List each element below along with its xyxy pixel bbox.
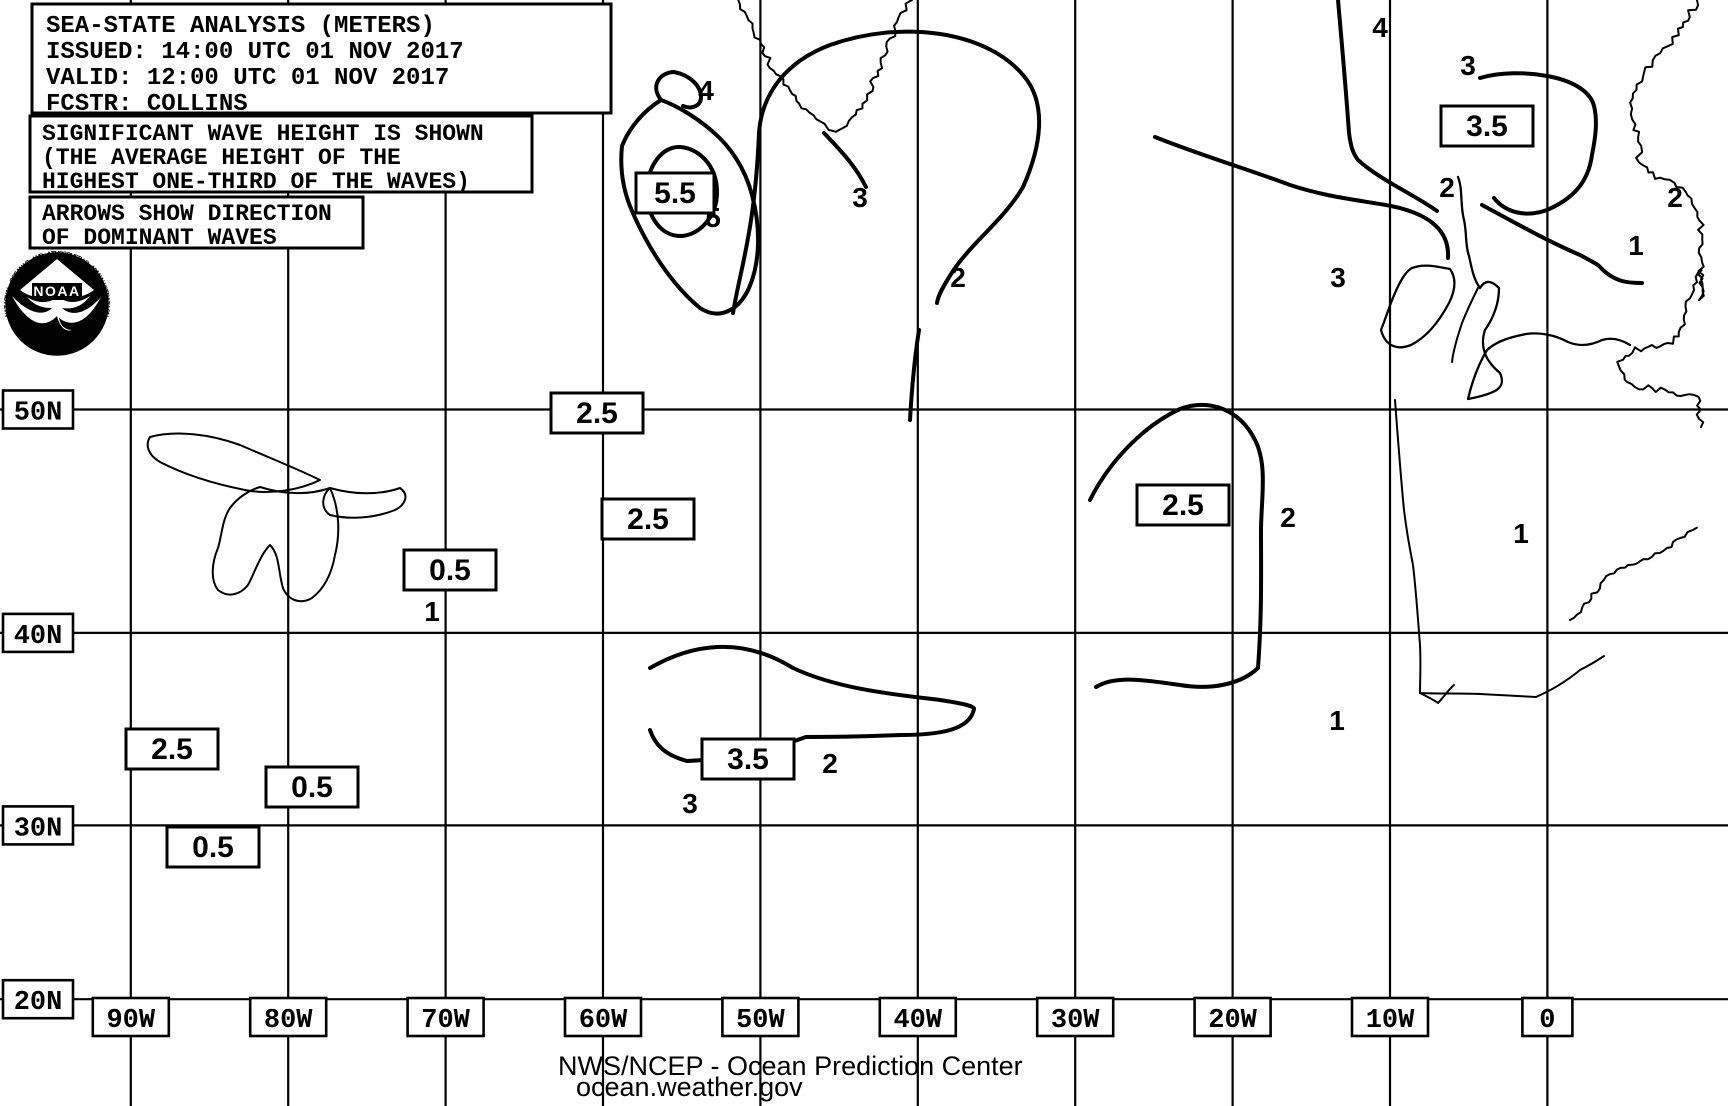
- svg-text:1: 1: [1329, 705, 1345, 736]
- svg-text:20W: 20W: [1208, 1006, 1257, 1036]
- svg-text:VALID: 12:00 UTC 01 NOV 2017: VALID: 12:00 UTC 01 NOV 2017: [46, 65, 449, 92]
- svg-text:T: T: [103, 301, 110, 305]
- svg-text:2: 2: [1667, 182, 1683, 213]
- svg-text:10W: 10W: [1366, 1006, 1415, 1036]
- svg-text:0.5: 0.5: [429, 554, 471, 587]
- svg-text:OF DOMINANT WAVES: OF DOMINANT WAVES: [42, 225, 277, 251]
- svg-text:HIGHEST ONE-THIRD OF THE WAVES: HIGHEST ONE-THIRD OF THE WAVES): [42, 169, 470, 195]
- svg-text:3: 3: [682, 788, 698, 819]
- svg-text:1: 1: [424, 596, 440, 627]
- svg-text:60W: 60W: [579, 1006, 628, 1036]
- svg-text:2.5: 2.5: [151, 733, 193, 766]
- svg-text:50W: 50W: [736, 1006, 785, 1036]
- svg-text:0.5: 0.5: [291, 771, 333, 804]
- svg-text:3: 3: [1460, 50, 1476, 81]
- svg-text:80W: 80W: [264, 1006, 313, 1036]
- svg-text:3: 3: [1330, 262, 1346, 293]
- svg-text:4: 4: [698, 75, 714, 106]
- svg-text:3.5: 3.5: [1466, 110, 1508, 143]
- svg-text:2: 2: [1439, 172, 1455, 203]
- svg-text:40W: 40W: [893, 1006, 942, 1036]
- svg-text:70W: 70W: [421, 1006, 470, 1036]
- svg-text:2: 2: [950, 262, 966, 293]
- svg-text:ARROWS SHOW DIRECTION: ARROWS SHOW DIRECTION: [42, 201, 332, 227]
- svg-text:30W: 30W: [1051, 1006, 1100, 1036]
- svg-text:0: 0: [1539, 1006, 1555, 1036]
- svg-text:3.5: 3.5: [727, 743, 769, 776]
- svg-text:2: 2: [1280, 502, 1296, 533]
- svg-text:3: 3: [852, 182, 868, 213]
- svg-text:20N: 20N: [14, 988, 63, 1018]
- svg-text:ISSUED: 14:00 UTC 01 NOV 2017: ISSUED: 14:00 UTC 01 NOV 2017: [46, 39, 464, 66]
- svg-text:SEA-STATE ANALYSIS (METERS): SEA-STATE ANALYSIS (METERS): [46, 13, 435, 40]
- svg-text:30N: 30N: [14, 814, 63, 844]
- svg-text:T: T: [3, 305, 10, 309]
- svg-text:FCSTR: COLLINS: FCSTR: COLLINS: [46, 91, 248, 118]
- svg-text:(THE AVERAGE HEIGHT OF THE: (THE AVERAGE HEIGHT OF THE: [42, 145, 401, 171]
- svg-text:40N: 40N: [14, 622, 63, 652]
- svg-text:2: 2: [822, 748, 838, 779]
- svg-text:NOAA: NOAA: [33, 283, 80, 299]
- svg-text:50N: 50N: [14, 399, 63, 429]
- svg-text:SIGNIFICANT WAVE HEIGHT IS SHO: SIGNIFICANT WAVE HEIGHT IS SHOWN: [42, 121, 484, 147]
- svg-text:ocean.weather.gov: ocean.weather.gov: [576, 1072, 803, 1102]
- svg-text:5.5: 5.5: [654, 177, 696, 210]
- svg-text:1: 1: [1628, 230, 1644, 261]
- svg-text:4: 4: [1372, 12, 1388, 43]
- svg-text:2.5: 2.5: [1162, 489, 1204, 522]
- svg-text:2.5: 2.5: [576, 397, 618, 430]
- svg-text:0.5: 0.5: [192, 831, 234, 864]
- svg-text:2.5: 2.5: [627, 503, 669, 536]
- svg-text:90W: 90W: [106, 1006, 155, 1036]
- svg-text:1: 1: [1513, 518, 1529, 549]
